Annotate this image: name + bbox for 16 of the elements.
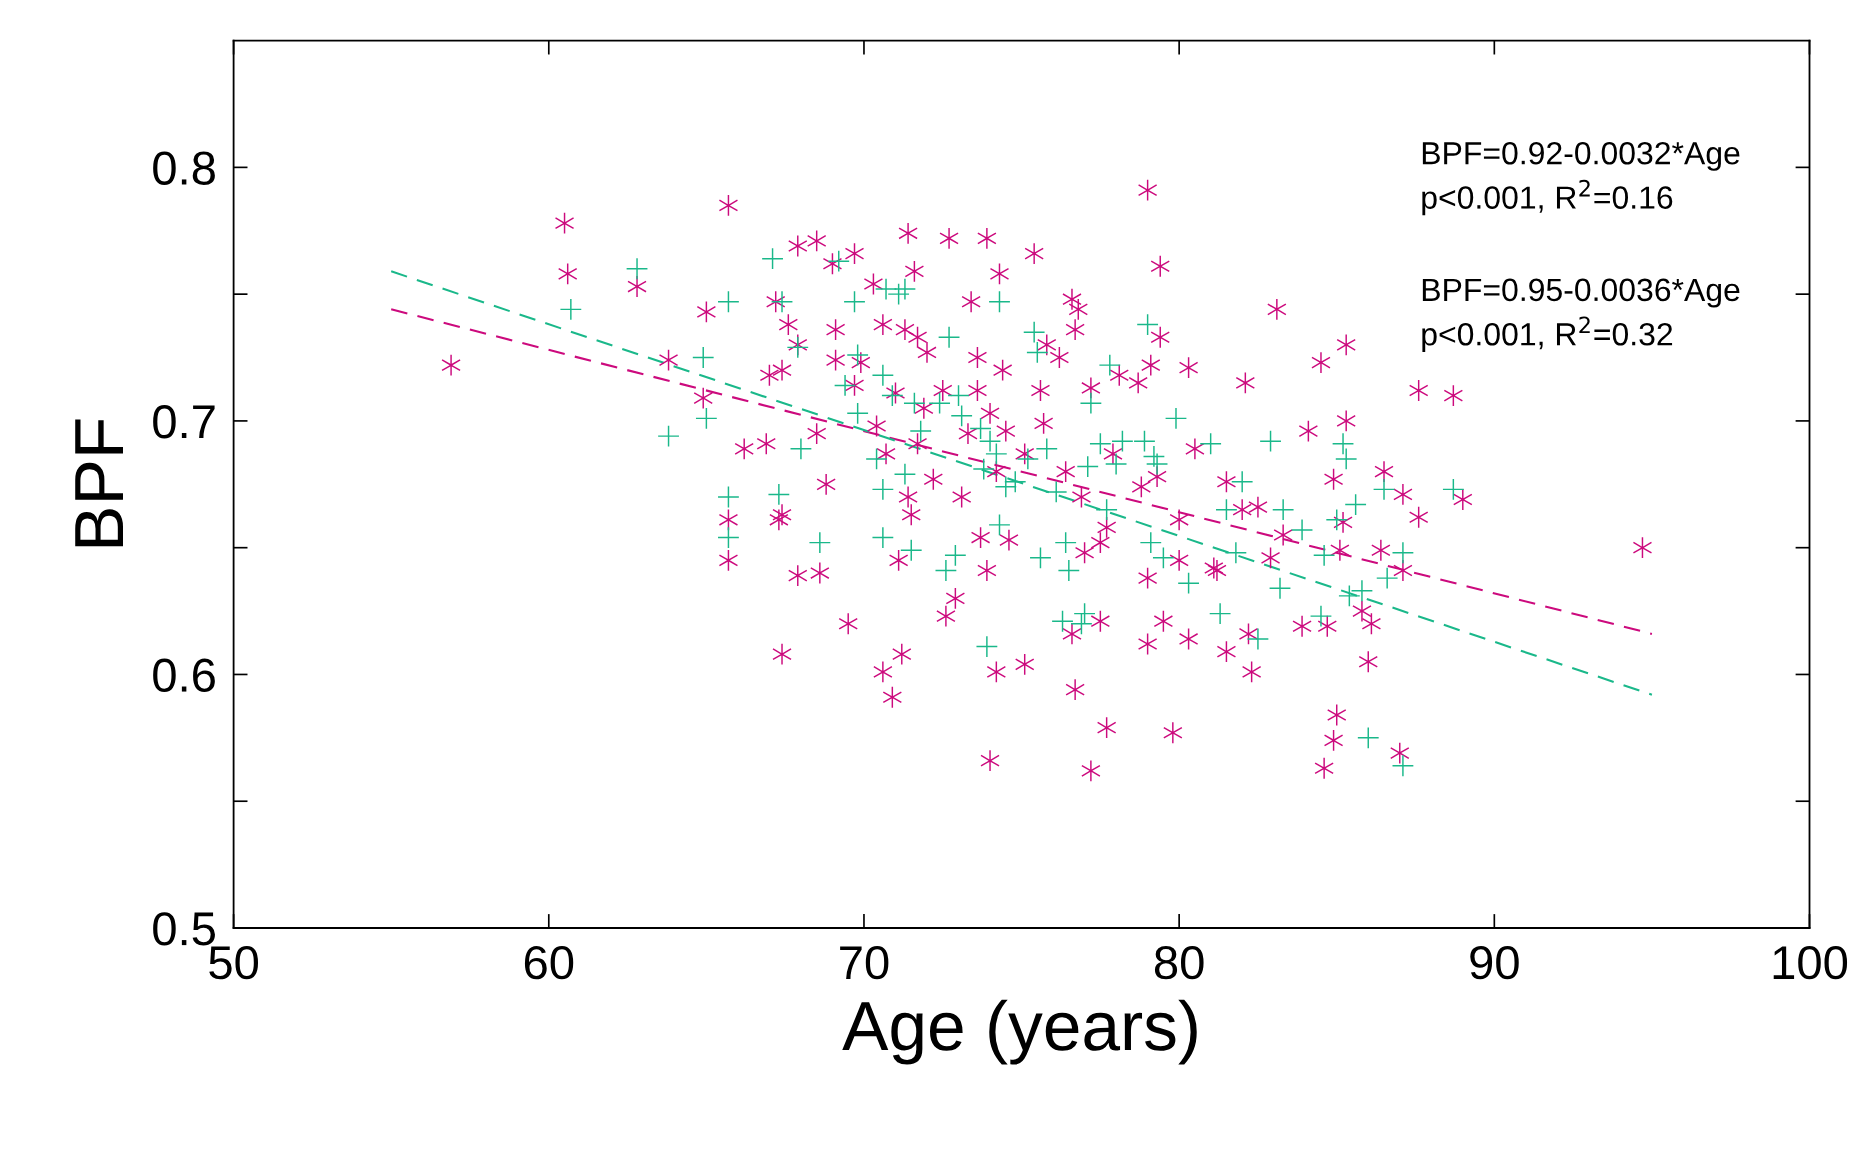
annotation: BPF=0.95-0.0036*Age <box>1422 278 1740 308</box>
y-tick-label: 0.5 <box>153 912 215 946</box>
annotation: BPF=0.92-0.0032*Age <box>1422 141 1740 171</box>
y-axis-title: BPF <box>75 419 123 547</box>
x-tick-label: 50 <box>209 945 259 980</box>
x-tick-label: 90 <box>1470 945 1519 980</box>
x-tick-label: 70 <box>840 945 889 980</box>
x-axis-title: Age (years) <box>842 999 1197 1065</box>
y-tick-label: 0.6 <box>153 658 215 693</box>
x-tick-label: 100 <box>1773 945 1848 980</box>
x-tick-label: 60 <box>524 945 574 980</box>
annotation: p<0.001, R$^{2}$=0.32 <box>1422 316 1673 352</box>
annotation: p<0.001, R$^{2}$=0.16 <box>1422 179 1673 216</box>
y-tick-label: 0.7 <box>153 405 215 439</box>
y-tick-label: 0.8 <box>153 151 215 185</box>
x-tick-label: 80 <box>1154 945 1204 980</box>
